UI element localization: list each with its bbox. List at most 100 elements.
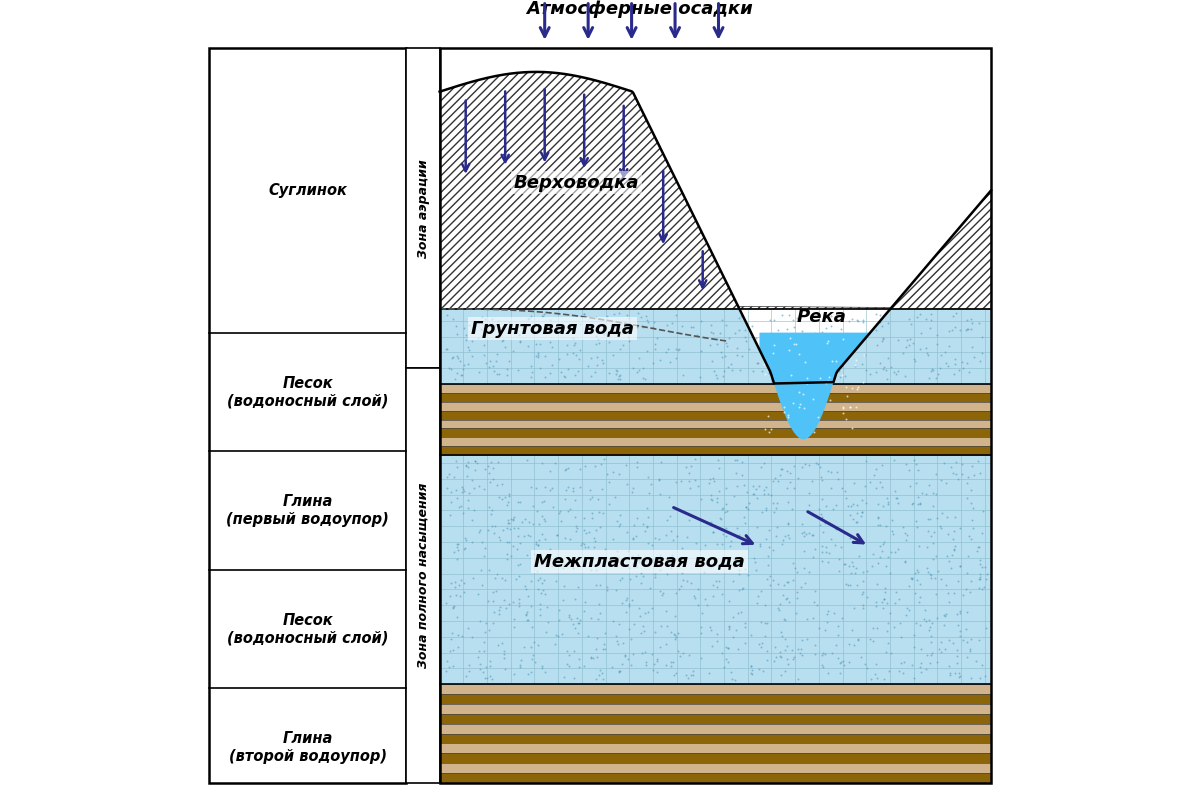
Point <box>846 516 865 528</box>
Point <box>438 482 457 494</box>
Point <box>872 319 892 332</box>
Point <box>458 494 478 507</box>
Point <box>533 576 552 589</box>
Point <box>546 574 565 587</box>
Point <box>922 307 941 320</box>
Point <box>581 352 600 365</box>
Point <box>462 335 481 347</box>
Point <box>964 521 983 534</box>
Point <box>931 646 950 659</box>
Point <box>668 627 688 640</box>
Point <box>623 532 642 545</box>
Point <box>437 654 456 667</box>
Point <box>716 652 736 665</box>
Point <box>956 323 976 336</box>
Point <box>799 336 818 349</box>
Bar <box>439 437 991 446</box>
Point <box>458 455 478 468</box>
Point <box>704 553 724 566</box>
Point <box>689 582 708 595</box>
Point <box>731 605 750 618</box>
Point <box>707 495 726 508</box>
Point <box>724 630 743 643</box>
Point <box>908 490 928 503</box>
Point <box>947 468 966 481</box>
Point <box>902 659 922 672</box>
Point <box>828 651 847 664</box>
Point <box>842 498 862 511</box>
Point <box>768 601 787 614</box>
Point <box>462 514 481 527</box>
Point <box>761 570 780 583</box>
Point <box>571 343 590 356</box>
Point <box>484 462 503 475</box>
Point <box>818 616 838 629</box>
Point <box>616 459 635 472</box>
Point <box>778 640 797 653</box>
Point <box>822 481 841 494</box>
Point <box>818 335 838 347</box>
Point <box>700 473 719 486</box>
Text: Межпластовая вода: Межпластовая вода <box>534 553 745 570</box>
Point <box>972 526 991 539</box>
Point <box>971 355 990 368</box>
Point <box>509 530 528 543</box>
Point <box>540 314 559 326</box>
Point <box>839 638 858 650</box>
Point <box>691 652 710 665</box>
Point <box>696 592 715 605</box>
Point <box>534 307 553 320</box>
Point <box>857 454 876 467</box>
Point <box>593 323 612 336</box>
Point <box>810 339 829 352</box>
Bar <box>439 724 991 734</box>
Point <box>767 650 786 663</box>
Point <box>582 490 601 503</box>
Point <box>950 559 970 572</box>
Point <box>775 664 794 677</box>
Point <box>702 488 721 501</box>
Point <box>470 614 490 627</box>
Point <box>725 560 744 573</box>
Point <box>769 323 788 336</box>
Point <box>812 546 832 559</box>
Point <box>636 606 655 619</box>
Point <box>458 664 478 677</box>
Point <box>970 541 989 553</box>
Point <box>618 526 637 539</box>
Point <box>809 503 828 516</box>
Point <box>953 361 972 374</box>
Point <box>452 368 472 381</box>
Bar <box>439 684 991 694</box>
Point <box>910 540 929 553</box>
Point <box>690 544 709 557</box>
Point <box>528 505 547 518</box>
Point <box>875 536 894 549</box>
Point <box>746 563 766 576</box>
Point <box>722 672 742 685</box>
Point <box>593 482 612 495</box>
Point <box>904 336 923 349</box>
Point <box>594 672 613 685</box>
Point <box>911 327 930 340</box>
Point <box>634 361 653 374</box>
Point <box>534 494 553 507</box>
Point <box>834 654 853 667</box>
Point <box>714 364 733 377</box>
Point <box>815 517 834 530</box>
Point <box>824 606 844 619</box>
Point <box>822 465 841 478</box>
Point <box>949 619 968 632</box>
Point <box>918 566 937 579</box>
Point <box>908 595 928 608</box>
Point <box>785 562 804 574</box>
Point <box>628 366 647 379</box>
Point <box>791 398 810 410</box>
Point <box>530 608 550 621</box>
Point <box>710 462 730 475</box>
Point <box>804 426 823 439</box>
Point <box>938 528 958 541</box>
Point <box>905 352 924 365</box>
Point <box>829 364 848 377</box>
Point <box>775 644 794 657</box>
